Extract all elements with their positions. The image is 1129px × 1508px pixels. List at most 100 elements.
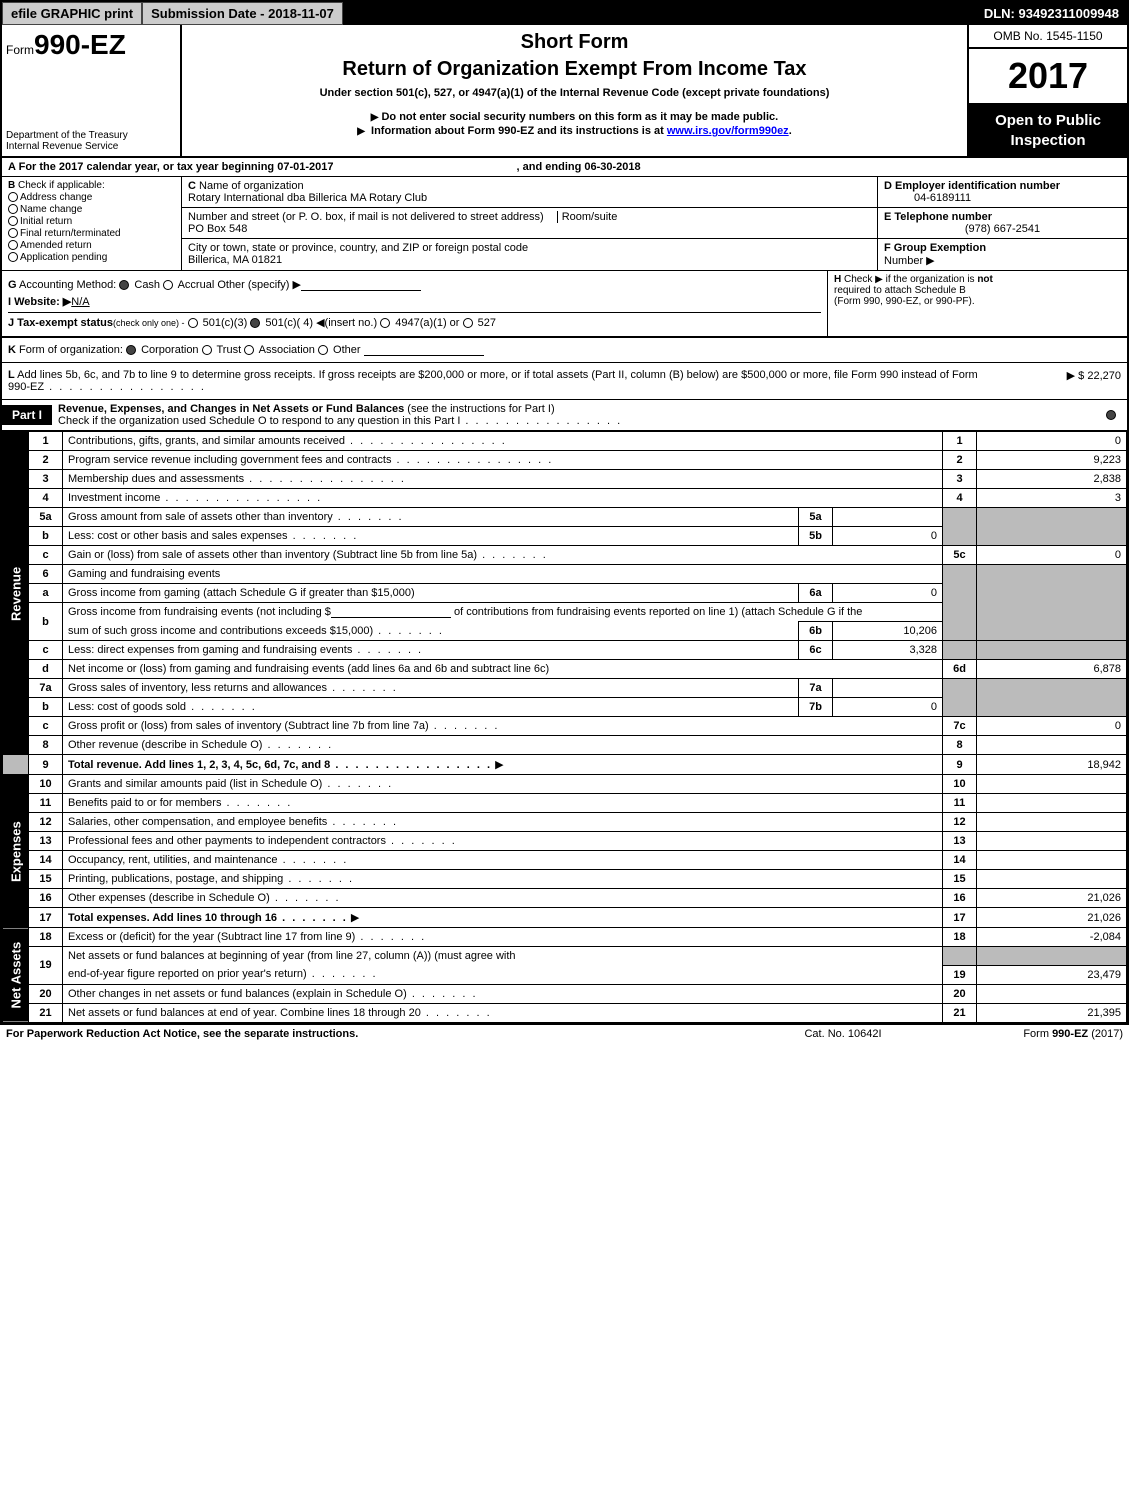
- n2: 2: [29, 451, 63, 470]
- other-org-label: Other: [333, 344, 361, 356]
- addr-label: Number and street (or P. O. box, if mail…: [188, 211, 544, 223]
- lines-table: Revenue 1 Contributions, gifts, grants, …: [2, 431, 1127, 1023]
- n9: 9: [29, 755, 63, 775]
- r18: 18: [943, 928, 977, 947]
- form-number: Form990-EZ: [6, 29, 176, 61]
- v8: [977, 736, 1127, 755]
- d11: Benefits paid to or for members: [63, 794, 943, 813]
- d2: Program service revenue including govern…: [63, 451, 943, 470]
- chk-label-5: Application pending: [20, 252, 107, 263]
- n10: 10: [29, 775, 63, 794]
- chk-other-org[interactable]: [318, 345, 328, 355]
- other-org-input[interactable]: [364, 344, 484, 356]
- label-a: A: [8, 161, 16, 173]
- irs-link[interactable]: www.irs.gov/form990ez: [667, 125, 789, 137]
- sv6b: 10,206: [833, 622, 943, 641]
- d9b: Total revenue. Add lines 1, 2, 3, 4, 5c,…: [68, 759, 492, 771]
- d6a: Gross income from gaming (attach Schedul…: [63, 584, 799, 603]
- chk-accrual[interactable]: [163, 280, 173, 290]
- submission-date-button[interactable]: Submission Date - 2018-11-07: [142, 2, 343, 25]
- n6: 6: [29, 565, 63, 584]
- chk-corp[interactable]: [126, 345, 136, 355]
- col-h: H Check ▶ if the organization is not req…: [827, 271, 1127, 336]
- part1-checkbox[interactable]: [1097, 409, 1127, 421]
- part1-label: Part I: [2, 405, 52, 425]
- phone-row: E Telephone number (978) 667-2541: [878, 208, 1127, 239]
- d17: Total expenses. Add lines 10 through 16 …: [63, 908, 943, 928]
- line-7a: 7a Gross sales of inventory, less return…: [3, 679, 1127, 698]
- sn7b: 7b: [799, 698, 833, 717]
- sv7a: [833, 679, 943, 698]
- other-specify-input[interactable]: [301, 279, 421, 291]
- side-blank-9: [3, 755, 29, 775]
- row-g-h: G Accounting Method: Cash Accrual Other …: [2, 271, 1127, 337]
- line-7c: c Gross profit or (loss) from sales of i…: [3, 717, 1127, 736]
- d5b: Less: cost or other basis and sales expe…: [63, 527, 799, 546]
- open-inspection: Open to Public Inspection: [969, 105, 1127, 156]
- chk-label-0: Address change: [20, 192, 92, 203]
- chk-name-change[interactable]: Name change: [8, 204, 175, 215]
- line-17: 17 Total expenses. Add lines 10 through …: [3, 908, 1127, 928]
- r7c: 7c: [943, 717, 977, 736]
- instr-info: Information about Form 990-EZ and its in…: [190, 125, 959, 137]
- form-header: Form990-EZ Department of the Treasury In…: [2, 25, 1127, 158]
- chk-label-2: Initial return: [20, 216, 72, 227]
- chk-label-1: Name change: [20, 204, 82, 215]
- sn5b: 5b: [799, 527, 833, 546]
- part1-title: Revenue, Expenses, and Changes in Net As…: [52, 400, 1097, 430]
- r14: 14: [943, 851, 977, 870]
- line-20: 20 Other changes in net assets or fund b…: [3, 984, 1127, 1003]
- n19: 19: [29, 947, 63, 985]
- d6b1: Gross income from fundraising events (no…: [63, 603, 943, 622]
- accrual-label: Accrual: [178, 279, 215, 291]
- h-text: Check ▶ if the organization is: [841, 274, 977, 285]
- l-text: Add lines 5b, 6c, and 7b to line 9 to de…: [8, 369, 978, 393]
- corp-label: Corporation: [141, 344, 198, 356]
- chk-cash[interactable]: [119, 280, 129, 290]
- d3: Membership dues and assessments: [63, 470, 943, 489]
- line-4: 4 Investment income 4 3: [3, 489, 1127, 508]
- line-8: 8 Other revenue (describe in Schedule O)…: [3, 736, 1127, 755]
- chk-amended[interactable]: Amended return: [8, 240, 175, 251]
- dln-label: DLN: 93492311009948: [976, 3, 1127, 24]
- chk-initial-return[interactable]: Initial return: [8, 216, 175, 227]
- n18: 18: [29, 928, 63, 947]
- other-label: Other (specify) ▶: [217, 279, 301, 291]
- tax-year: 2017: [969, 49, 1127, 105]
- chk-501c4[interactable]: [250, 318, 260, 328]
- contrib-input[interactable]: [331, 606, 451, 618]
- form-prefix: Form: [6, 43, 34, 57]
- chk-app-pending[interactable]: Application pending: [8, 252, 175, 263]
- j-sub: (check only one) -: [113, 318, 185, 328]
- col-b: B Check if applicable: Address change Na…: [2, 177, 182, 270]
- n11: 11: [29, 794, 63, 813]
- chk-final-return[interactable]: Final return/terminated: [8, 228, 175, 239]
- chk-527[interactable]: [463, 318, 473, 328]
- chk-501c3[interactable]: [188, 318, 198, 328]
- n4: 4: [29, 489, 63, 508]
- d13: Professional fees and other payments to …: [63, 832, 943, 851]
- chk-assoc[interactable]: [244, 345, 254, 355]
- chk-address-change[interactable]: Address change: [8, 192, 175, 203]
- open-public: Open to Public: [995, 112, 1101, 129]
- r6d: 6d: [943, 660, 977, 679]
- v19: 23,479: [977, 965, 1127, 984]
- r5c: 5c: [943, 546, 977, 565]
- r11: 11: [943, 794, 977, 813]
- h-text2: required to attach Schedule B: [834, 285, 966, 296]
- d7c: Gross profit or (loss) from sales of inv…: [63, 717, 943, 736]
- label-l: L: [8, 369, 15, 381]
- d14: Occupancy, rent, utilities, and maintena…: [63, 851, 943, 870]
- row-a: A For the 2017 calendar year, or tax yea…: [2, 158, 1127, 177]
- sv5a: [833, 508, 943, 527]
- chk-trust[interactable]: [202, 345, 212, 355]
- instr-ssn: Do not enter social security numbers on …: [190, 111, 959, 123]
- efile-print-button[interactable]: efile GRAPHIC print: [2, 2, 142, 25]
- d6c: Less: direct expenses from gaming and fu…: [63, 641, 799, 660]
- v6d: 6,878: [977, 660, 1127, 679]
- chk-4947[interactable]: [380, 318, 390, 328]
- n6c: c: [29, 641, 63, 660]
- inspection: Inspection: [1010, 132, 1085, 149]
- line-6c: c Less: direct expenses from gaming and …: [3, 641, 1127, 660]
- d6b3: sum of such gross income and contributio…: [63, 622, 799, 641]
